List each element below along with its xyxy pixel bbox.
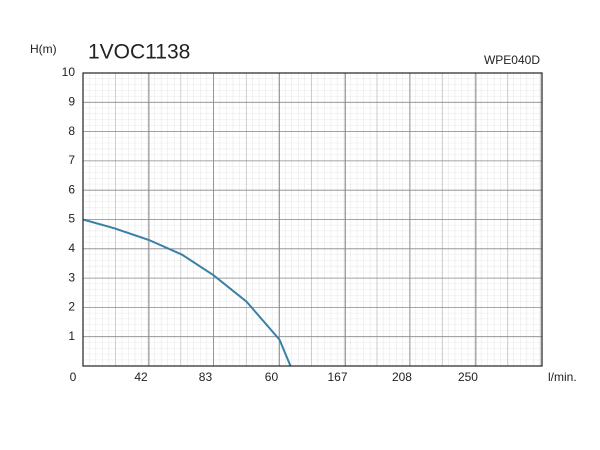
y-tick-label: 2: [68, 300, 75, 314]
x-axis-label: l/min.: [548, 370, 577, 384]
y-tick-label: 9: [68, 94, 75, 108]
y-tick-label: 7: [68, 153, 75, 167]
y-tick-label: 1: [68, 329, 75, 343]
y-tick-label: 8: [68, 124, 75, 138]
chart-subtitle: WPE040D: [484, 53, 540, 67]
chart-title: 1VOC1138: [88, 41, 190, 64]
y-tick-label: 10: [62, 65, 76, 79]
x-tick-label: 208: [392, 370, 412, 384]
plot-frame: [82, 72, 543, 367]
x-tick-label: 83: [199, 370, 213, 384]
x-tick-label: 0: [70, 370, 77, 384]
x-tick-label: 250: [458, 370, 478, 384]
y-axis-label: H(m): [30, 42, 57, 56]
y-tick-label: 4: [68, 241, 75, 255]
x-tick-label: 42: [134, 370, 148, 384]
y-tick-label: 6: [68, 182, 75, 196]
y-tick-label: 3: [68, 270, 75, 284]
x-tick-label: 60: [265, 370, 279, 384]
y-tick-label: 5: [68, 212, 75, 226]
curve: [82, 218, 292, 367]
x-tick-label: 167: [327, 370, 347, 384]
